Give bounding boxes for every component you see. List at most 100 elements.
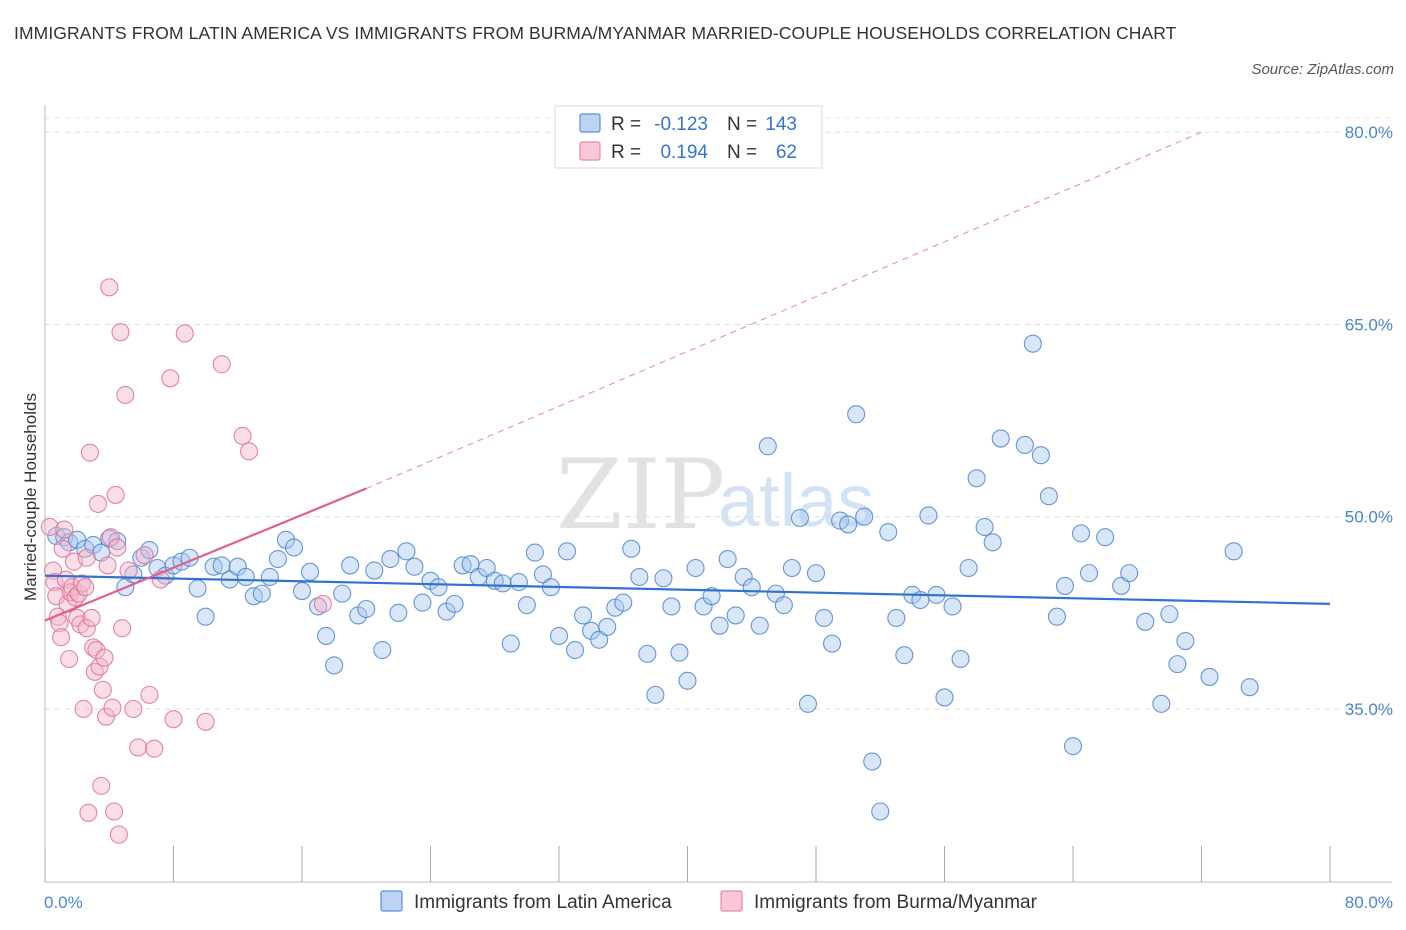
latin-america-point: [598, 617, 617, 636]
series-latin-america-points: [47, 334, 1259, 821]
latin-america-point: [1039, 487, 1058, 506]
latin-america-point: [397, 542, 416, 561]
latin-america-point: [1096, 528, 1115, 547]
latin-america-point: [1015, 435, 1034, 455]
latin-america-point: [1120, 564, 1139, 583]
burma-point: [93, 680, 112, 699]
trend-line-burma-extension: [366, 131, 1202, 490]
latin-america-point: [389, 603, 408, 622]
latin-america-point: [823, 634, 842, 653]
burma-point: [45, 573, 64, 592]
latin-america-point: [188, 579, 207, 598]
y-tick-label: 35.0%: [1345, 700, 1393, 719]
burma-point: [88, 494, 108, 513]
latin-america-point: [413, 593, 432, 612]
burma-point: [84, 638, 103, 657]
latin-america-point: [710, 616, 729, 635]
burma-point: [105, 802, 124, 821]
latin-america-point: [405, 557, 424, 576]
burma-point: [77, 548, 96, 567]
latin-america-point: [614, 593, 633, 612]
latin-america-point: [212, 556, 231, 575]
burma-point: [76, 578, 95, 597]
watermark: ZIP atlas: [556, 439, 874, 551]
latin-america-point: [855, 507, 874, 526]
latin-america-point: [991, 429, 1010, 448]
latin-america-point: [1080, 564, 1099, 583]
burma-point: [109, 825, 128, 844]
burma-point: [140, 685, 159, 704]
latin-america-point: [557, 542, 577, 561]
latin-america-point: [501, 634, 520, 653]
burma-point: [196, 712, 215, 731]
x-tick-label-max: 80.0%: [1345, 893, 1393, 912]
legend-r-value-1: -0.123: [654, 114, 708, 135]
burma-point: [95, 648, 114, 667]
latin-america-point: [959, 558, 978, 578]
y-tick-label: 65.0%: [1345, 315, 1393, 334]
latin-america-point: [670, 643, 689, 662]
trend-line-latin-america: [44, 574, 1331, 605]
y-tick-label: 50.0%: [1345, 508, 1393, 527]
latin-america-point: [1224, 542, 1243, 561]
trend-lines: [44, 131, 1331, 622]
latin-america-point: [1200, 667, 1219, 686]
latin-america-point: [951, 649, 970, 669]
latin-america-point: [702, 587, 721, 606]
latin-america-point: [260, 567, 279, 587]
burma-point: [116, 385, 135, 405]
burma-point: [239, 442, 259, 461]
burma-point: [106, 485, 125, 504]
burma-point: [135, 546, 154, 565]
legend-n-label-1: N =: [727, 114, 757, 135]
latin-america-point: [549, 626, 569, 645]
burma-point: [55, 520, 74, 539]
latin-america-point: [140, 540, 159, 560]
axes: [44, 105, 1392, 883]
burma-point: [80, 443, 100, 462]
latin-america-point: [357, 599, 376, 619]
chart-title: IMMIGRANTS FROM LATIN AMERICA VS IMMIGRA…: [14, 23, 1177, 43]
latin-america-point: [622, 539, 641, 558]
latin-america-point: [814, 608, 834, 628]
legend-r-label-1: R =: [611, 114, 641, 135]
latin-america-point: [919, 506, 938, 525]
burma-point: [161, 369, 180, 388]
burma-point: [108, 538, 127, 557]
latin-america-point: [943, 597, 962, 616]
latin-america-point: [317, 626, 336, 645]
latin-america-point: [895, 646, 914, 665]
latin-america-point: [1047, 607, 1066, 626]
burma-point: [233, 426, 252, 446]
latin-america-point: [847, 405, 866, 424]
latin-america-point: [333, 584, 352, 603]
y-axis-label: Married-couple Households: [21, 393, 40, 601]
latin-america-point: [798, 694, 818, 713]
burma-point: [212, 355, 231, 374]
legend-n-label-2: N =: [727, 142, 757, 163]
burma-point: [119, 561, 138, 580]
burma-point: [60, 649, 79, 669]
x-tick-label-min: 0.0%: [44, 893, 83, 912]
latin-america-point: [654, 569, 673, 588]
burma-point: [74, 699, 93, 719]
latin-america-point: [839, 515, 858, 534]
latin-america-point: [782, 558, 801, 578]
latin-america-point: [590, 630, 609, 649]
burma-point: [313, 594, 332, 613]
latin-america-point: [477, 558, 496, 578]
burma-point: [145, 739, 164, 758]
trend-line-burma: [44, 487, 367, 622]
burma-point: [63, 578, 82, 597]
burma-point: [101, 528, 120, 547]
latin-america-point: [750, 616, 769, 635]
latin-america-point: [493, 574, 512, 593]
latin-america-point: [790, 508, 809, 528]
watermark-zip: ZIP: [556, 439, 725, 551]
burma-point: [100, 278, 119, 297]
burma-point: [69, 584, 88, 603]
correlation-legend: R = -0.123 N = 143 R = 0.194 N = 62: [554, 105, 823, 169]
series-legend: Immigrants from Latin America Immigrants…: [380, 890, 1038, 913]
latin-america-point: [1031, 446, 1050, 465]
burma-point: [53, 539, 72, 558]
